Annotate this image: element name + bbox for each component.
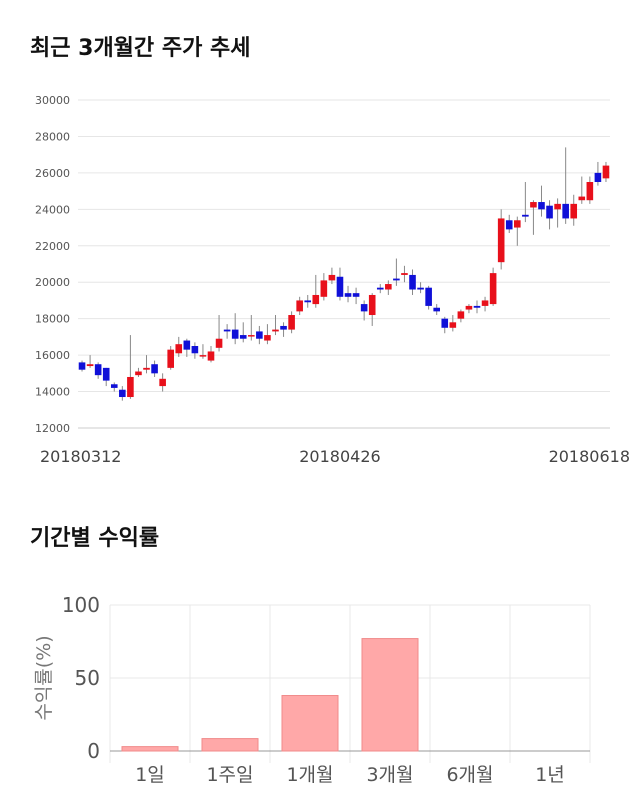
candle-body (570, 203, 578, 219)
candle-body (385, 284, 392, 290)
candle-body (167, 349, 174, 368)
y-tick-label: 50 (75, 666, 100, 690)
candle-body (368, 294, 376, 316)
candle-body (256, 331, 263, 339)
candle-body (417, 287, 424, 290)
candle-body (441, 318, 449, 328)
x-tick-label: 20180312 (40, 447, 121, 466)
candlestick-chart: 12000 14000 16000 18000 20000 22000 24000 26000… (35, 94, 630, 466)
y-tick-label: 16000 (35, 349, 70, 362)
x-tick-label: 1주일 (206, 764, 253, 786)
y-tick-label: 22000 (35, 240, 70, 253)
x-tick-label: 1개월 (286, 764, 333, 786)
candle-body (401, 273, 408, 275)
candle-body (127, 376, 134, 398)
candle-body (594, 172, 602, 182)
candle-body (272, 329, 279, 332)
candle-body (248, 335, 255, 337)
y-tick-label: 100 (62, 593, 100, 617)
candle-body (554, 203, 561, 210)
y-tick-label: 26000 (35, 167, 70, 180)
x-tick-label: 1일 (135, 764, 165, 786)
candle-body (288, 315, 295, 330)
candle-body (151, 364, 158, 374)
returns-title: 기간별 수익률 (30, 526, 160, 551)
candle-body (207, 351, 215, 361)
candle-body (522, 214, 529, 217)
candle-body (530, 202, 537, 208)
candle-body (393, 278, 400, 281)
candle-body (328, 274, 336, 281)
candle-body (102, 367, 110, 381)
candle-body (175, 344, 183, 354)
candle-body (304, 300, 312, 303)
return-bar (201, 738, 259, 752)
candle-body (514, 220, 521, 228)
candle-body (320, 280, 328, 297)
candle-body (433, 307, 440, 312)
y-tick-label: 28000 (35, 130, 70, 143)
candle-body (546, 205, 553, 219)
candle-body (465, 305, 473, 310)
candle-body (159, 378, 166, 387)
candle-body (312, 294, 320, 305)
candle-body (352, 293, 360, 297)
candle-body (191, 346, 199, 354)
candle-body (135, 371, 142, 376)
x-tick-label: 6개월 (446, 764, 493, 786)
x-tick-label: 1년 (535, 764, 565, 786)
x-tick-label: 20180618 (549, 447, 630, 466)
candle-body (538, 202, 545, 210)
candle-body (376, 287, 384, 290)
candle-body (239, 335, 247, 339)
x-tick-label: 20180426 (299, 447, 380, 466)
return-bar (281, 695, 339, 752)
candle-body (489, 273, 497, 305)
candle-body (344, 293, 352, 297)
candle-body (94, 364, 102, 376)
y-tick-label: 0 (87, 739, 100, 763)
y-tick-label: 20000 (35, 276, 70, 289)
x-tick-label: 3개월 (366, 764, 413, 786)
candle-body (110, 384, 118, 388)
candle-body (562, 203, 569, 219)
candle-body (497, 218, 505, 263)
candle-body (360, 304, 368, 312)
candle-body (586, 182, 594, 201)
return-bar (121, 746, 179, 752)
return-bar (361, 638, 419, 752)
candle-body (481, 300, 489, 306)
candle-body (409, 274, 416, 290)
candle-body (425, 287, 432, 306)
y-tick-label: 14000 (35, 386, 70, 399)
candle-body (336, 276, 344, 297)
candle-body (505, 220, 513, 230)
candle-body (78, 362, 86, 370)
candle-body (457, 311, 465, 319)
y-axis-label: 수익률(%) (33, 635, 55, 720)
candle-body (199, 355, 207, 357)
candle-body (215, 338, 223, 348)
candle-body (296, 300, 303, 312)
y-tick-label: 18000 (35, 313, 70, 326)
candle-body (473, 305, 481, 308)
y-tick-label: 30000 (35, 94, 70, 107)
y-tick-label: 12000 (35, 422, 70, 435)
price-trend-title: 최근 3개월간 주가 추세 (30, 36, 251, 61)
candle-body (143, 367, 150, 370)
candle-body (231, 329, 239, 339)
candle-body (578, 196, 586, 201)
candle-body (264, 335, 271, 341)
y-tick-label: 24000 (35, 203, 70, 216)
candle-body (449, 322, 457, 328)
candle-body (183, 340, 191, 350)
candle-body (86, 364, 94, 367)
candle-body (602, 165, 610, 179)
candle-body (223, 329, 231, 332)
candle-body (280, 325, 287, 330)
candle-body (119, 389, 126, 398)
